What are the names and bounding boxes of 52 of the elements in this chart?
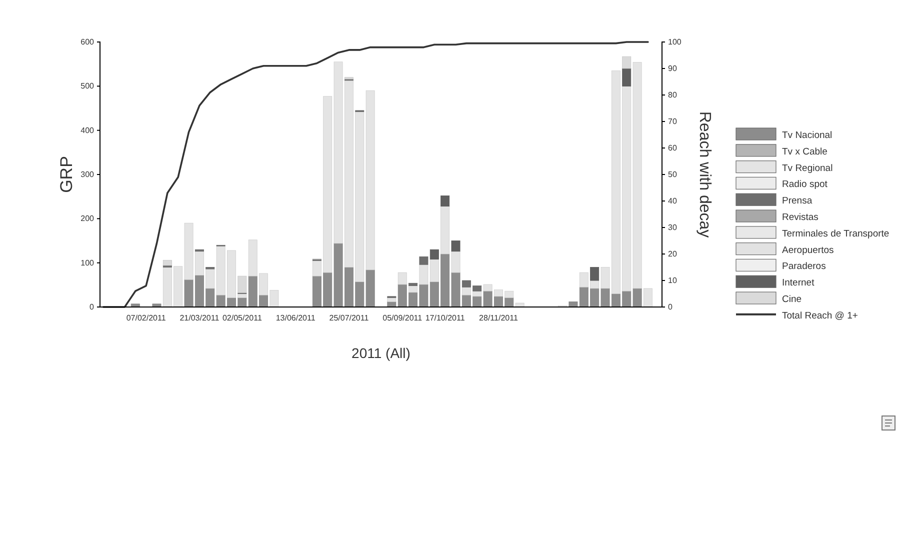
bar (622, 68, 632, 86)
legend-label: Internet (782, 278, 815, 289)
y2-axis-title: Reach with decay (696, 111, 713, 238)
line-series (102, 41, 649, 308)
x-tick-label: 28/11/2011 (479, 313, 518, 322)
legend-label: Total Reach @ 1+ (782, 310, 858, 322)
bar (408, 282, 418, 286)
bar (398, 272, 407, 285)
x-tick-label: 13/06/2011 (276, 313, 316, 322)
bar (590, 267, 600, 281)
y-tick-label: 300 (80, 170, 95, 180)
legend-label: Terminales de Transporte (782, 228, 890, 240)
x-tick-label: 02/05/2011 (222, 313, 262, 322)
bar (387, 298, 396, 302)
bar (440, 196, 450, 206)
legend-label: Prensa (782, 196, 813, 207)
bar (152, 304, 162, 308)
y-tick-label: 100 (80, 258, 95, 268)
y-tick-label: 200 (80, 214, 95, 224)
y2-tick-label: 0 (668, 302, 673, 312)
bar (451, 240, 460, 252)
legend-label: Tv x Cable (782, 146, 828, 158)
y2-tick-label: 10 (668, 276, 678, 286)
y-tick-label: 400 (80, 126, 95, 135)
y2-tick-label: 80 (668, 90, 678, 100)
y2-tick-label: 60 (668, 144, 678, 153)
legend-label: Aeropuertos (782, 244, 834, 256)
x-tick-label: 05/09/2011 (382, 313, 423, 322)
y2-tick-label: 20 (668, 250, 678, 259)
x-axis-title: 2011 (All) (352, 345, 410, 361)
x-tick-label: 07/02/2011 (126, 313, 166, 322)
legend-label: Paraderos (782, 261, 826, 272)
y2-tick-label: 90 (668, 64, 678, 74)
legend-label: Tv Regional (782, 162, 833, 174)
legend-label: Radio spot (782, 179, 828, 190)
y2-tick-label: 70 (668, 117, 678, 126)
legend-label: Tv Nacional (782, 130, 832, 141)
y2-tick-label: 50 (668, 170, 678, 180)
y-axis-title: GRP (57, 156, 76, 193)
y2-tick-label: 100 (668, 38, 682, 47)
y2-tick-label: 30 (668, 223, 678, 232)
bar (408, 286, 418, 293)
legend-label: Cine (782, 294, 802, 305)
y2-tick-label: 40 (668, 196, 678, 206)
x-tick-label: 21/03/2011 (180, 313, 220, 322)
bar (515, 302, 524, 308)
legend-label: Revistas (782, 212, 819, 223)
y-tick-label: 600 (80, 38, 95, 47)
y-tick-label: 0 (90, 302, 95, 312)
y-tick-label: 500 (80, 82, 95, 91)
x-tick-label: 25/07/2011 (329, 313, 370, 322)
x-tick-label: 17/10/2011 (425, 313, 466, 322)
